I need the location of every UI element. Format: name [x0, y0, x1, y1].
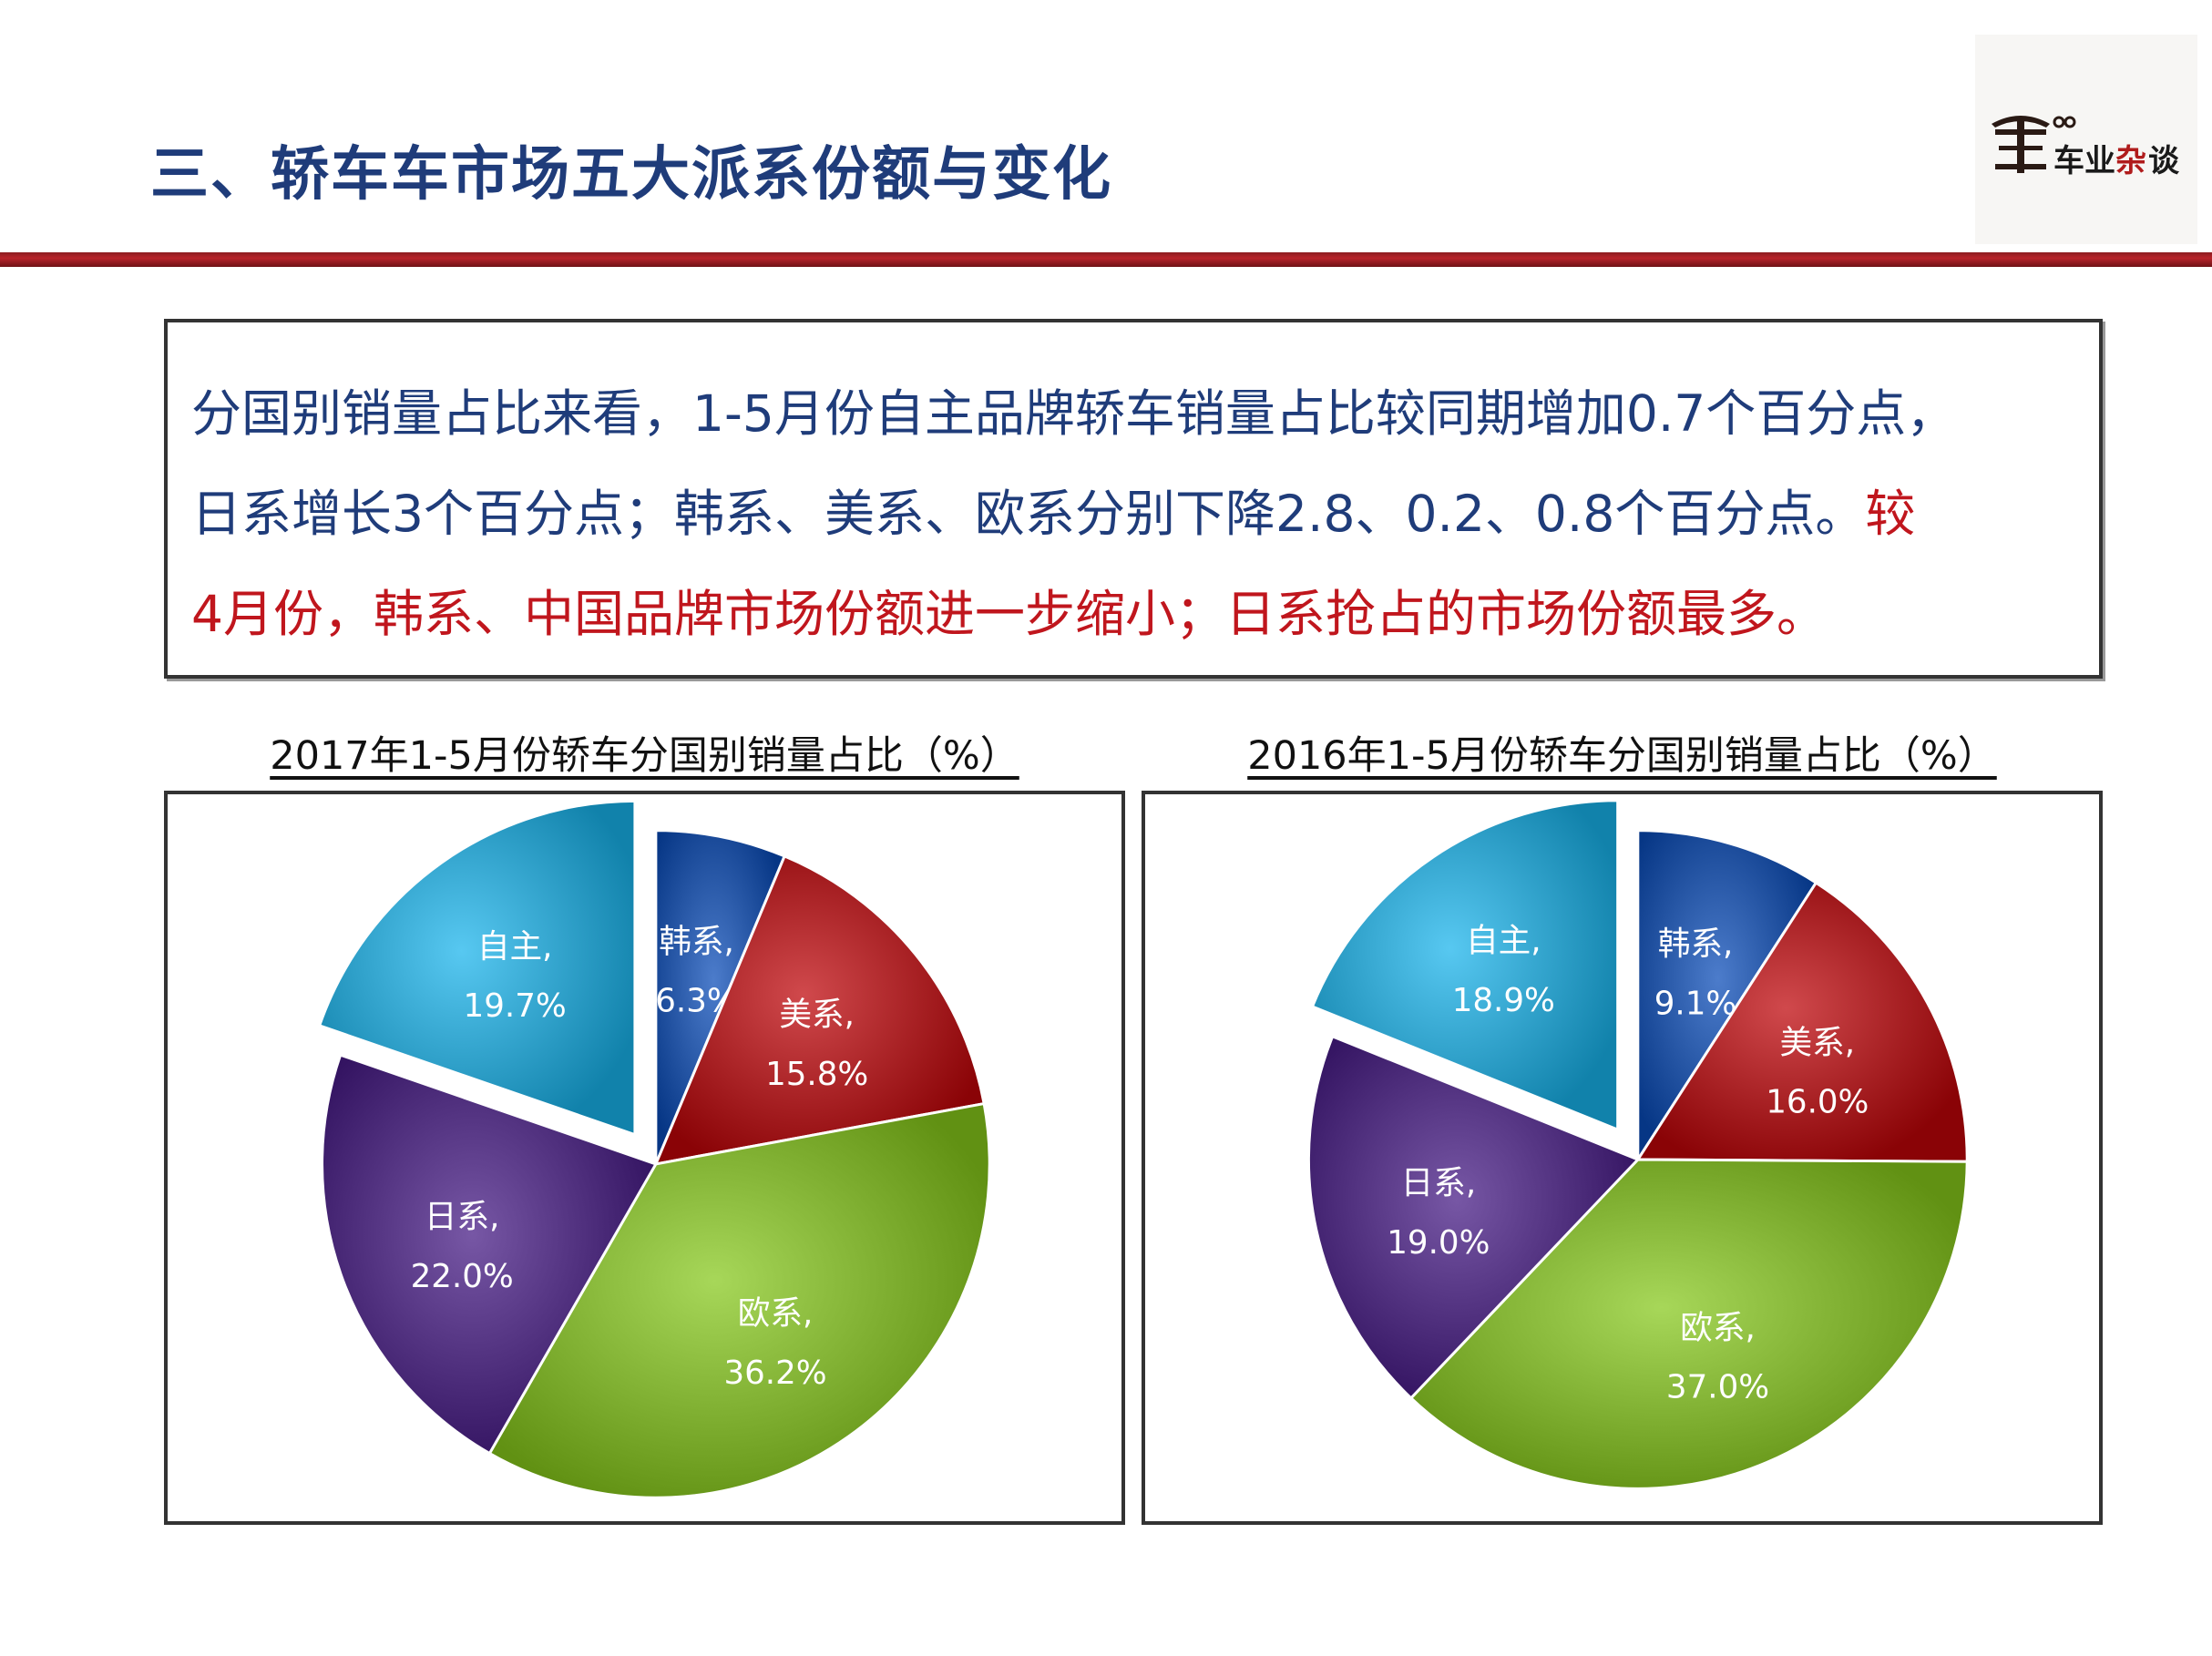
slice-label-美系: 美系, 15.8%	[765, 996, 868, 1092]
slice-label-欧系: 欧系, 37.0%	[1666, 1309, 1769, 1406]
page-title: 三、轿车车市场五大派系份额与变化	[150, 141, 1112, 209]
slice-label-韩系: 韩系, 9.1%	[1654, 925, 1737, 1022]
pie-slice-韩系	[1636, 829, 1818, 1165]
summary-box: 分国别销量占比来看，1-5月份自主品牌轿车销量占比较同期增加0.7个百分点， 日…	[164, 319, 2103, 679]
pie-slice-自主	[317, 799, 637, 1137]
slice-label-日系: 日系, 22.0%	[411, 1199, 514, 1295]
slice-label-日系: 日系, 19.0%	[1387, 1165, 1490, 1262]
pie-slice-自主	[1310, 799, 1620, 1132]
pie-slice-韩系	[654, 829, 787, 1165]
summary-line-2-highlight: 较	[1865, 485, 1916, 543]
pie-slice-欧系	[487, 1101, 991, 1499]
pie-slice-日系	[321, 1053, 659, 1456]
svg-text:谈: 谈	[2148, 143, 2180, 179]
svg-text:车业: 车业	[2053, 143, 2115, 179]
pie-slice-欧系	[1408, 1158, 1969, 1490]
chart-title-2017: 2017年1-5月份轿车分国别销量占比（%）	[270, 733, 1019, 779]
summary-line-1: 分国别销量占比来看，1-5月份自主品牌轿车销量占比较同期增加0.7个百分点，	[191, 384, 1957, 443]
slice-label-自主: 自主, 19.7%	[464, 928, 567, 1025]
pie-svg-2016: 韩系, 9.1% 美系, 16.0% 欧系, 37.0% 日系, 19.0% 自主, 18.9%	[1306, 799, 1969, 1490]
pie-slice-美系	[1635, 881, 1969, 1163]
slice-label-自主: 自主, 18.9%	[1452, 923, 1555, 1019]
brand-logo: 车业 杂 谈	[1975, 35, 2197, 244]
summary-line-3: 4月份，韩系、中国品牌市场份额进一步缩小；日系抢占的市场份额最多。	[191, 585, 1827, 643]
pie-svg-2017: 韩系, 6.3% 美系, 15.8%欧系, 36.2%日系, 22.0%自主, 19.7%	[317, 799, 991, 1499]
pie-chart-2016: 韩系, 9.1% 美系, 16.0% 欧系, 37.0% 日系, 19.0% 自主, 18.9%	[1142, 791, 2103, 1525]
summary-line-2-text: 日系增长3个百分点；韩系、美系、欧系分别下降2.8、0.2、0.8个百分点。	[191, 485, 1866, 543]
pie-slice-日系	[1306, 1034, 1641, 1400]
summary-line-2: 日系增长3个百分点；韩系、美系、欧系分别下降2.8、0.2、0.8个百分点。较	[191, 473, 1915, 546]
title-divider	[0, 252, 2212, 267]
slice-label-欧系: 欧系, 36.2%	[723, 1294, 826, 1391]
chart-title-2016: 2016年1-5月份轿车分国别销量占比（%）	[1247, 733, 1997, 779]
slice-label-美系: 美系, 16.0%	[1766, 1024, 1869, 1120]
svg-text:杂: 杂	[2115, 143, 2146, 179]
pie-slice-美系	[653, 854, 986, 1166]
pie-chart-2017: 韩系, 6.3% 美系, 15.8% 欧系, 36.2% 日系, 22.0% 自主, 19.7%	[164, 791, 1125, 1525]
